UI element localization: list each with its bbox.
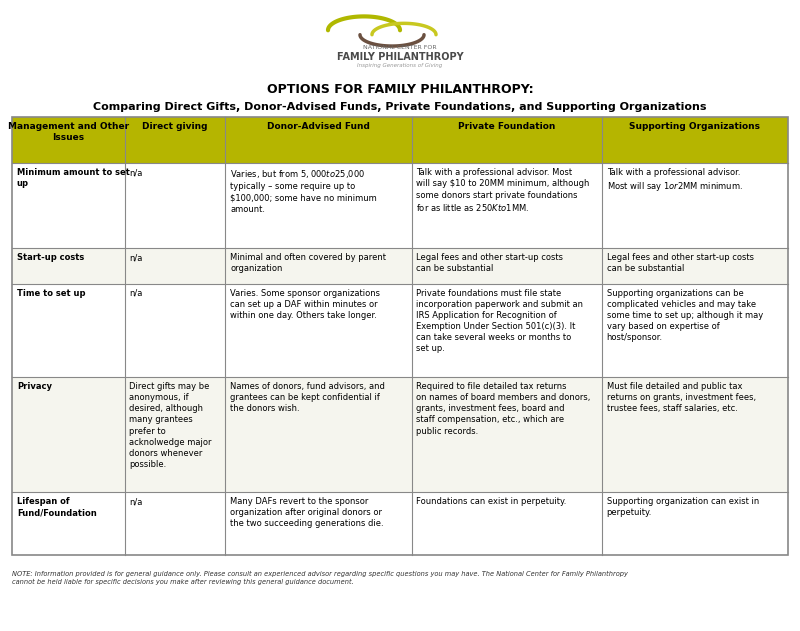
Text: Talk with a professional advisor.
Most will say $1 or $2MM minimum.: Talk with a professional advisor. Most w… xyxy=(606,168,742,193)
Text: Lifespan of
Fund/Foundation: Lifespan of Fund/Foundation xyxy=(17,497,97,517)
Bar xyxy=(12,284,788,377)
Text: Private Foundation: Private Foundation xyxy=(458,122,555,131)
Text: Minimal and often covered by parent
organization: Minimal and often covered by parent orga… xyxy=(230,253,386,273)
Text: Inspiring Generations of Giving: Inspiring Generations of Giving xyxy=(358,63,442,68)
Text: OPTIONS FOR FAMILY PHILANTHROPY:: OPTIONS FOR FAMILY PHILANTHROPY: xyxy=(266,83,534,96)
Bar xyxy=(12,492,788,555)
Text: Varies. Some sponsor organizations
can set up a DAF within minutes or
within one: Varies. Some sponsor organizations can s… xyxy=(230,289,380,320)
Bar xyxy=(12,248,788,284)
Text: Foundations can exist in perpetuity.: Foundations can exist in perpetuity. xyxy=(417,497,567,506)
Text: Supporting organization can exist in
perpetuity.: Supporting organization can exist in per… xyxy=(606,497,759,517)
Text: Varies, but from $5,000 to $25,000
typically – some require up to
$100,000; some: Varies, but from $5,000 to $25,000 typic… xyxy=(230,168,377,214)
Text: Private foundations must file state
incorporation paperwork and submit an
IRS Ap: Private foundations must file state inco… xyxy=(417,289,583,353)
Text: Required to file detailed tax returns
on names of board members and donors,
gran: Required to file detailed tax returns on… xyxy=(417,382,591,435)
Text: Names of donors, fund advisors, and
grantees can be kept confidential if
the don: Names of donors, fund advisors, and gran… xyxy=(230,382,385,413)
Bar xyxy=(12,163,788,248)
Text: Direct gifts may be
anonymous, if
desired, although
many grantees
prefer to
ackn: Direct gifts may be anonymous, if desire… xyxy=(130,382,212,469)
Text: Privacy: Privacy xyxy=(17,382,52,391)
Bar xyxy=(12,117,788,163)
Text: Supporting Organizations: Supporting Organizations xyxy=(630,122,760,131)
Text: Many DAFs revert to the sponsor
organization after original donors or
the two su: Many DAFs revert to the sponsor organiza… xyxy=(230,497,384,529)
Text: NOTE: Information provided is for general guidance only. Please consult an exper: NOTE: Information provided is for genera… xyxy=(12,571,628,586)
Text: Direct giving: Direct giving xyxy=(142,122,208,131)
Text: n/a: n/a xyxy=(130,497,142,506)
Text: NATIONAL CENTER FOR: NATIONAL CENTER FOR xyxy=(363,45,437,50)
Text: Supporting organizations can be
complicated vehicles and may take
some time to s: Supporting organizations can be complica… xyxy=(606,289,763,343)
Text: n/a: n/a xyxy=(130,289,142,298)
Bar xyxy=(12,377,788,492)
Text: Donor-Advised Fund: Donor-Advised Fund xyxy=(267,122,370,131)
Text: n/a: n/a xyxy=(130,168,142,177)
Text: Management and Other
Issues: Management and Other Issues xyxy=(8,122,129,142)
Text: Time to set up: Time to set up xyxy=(17,289,86,298)
Text: Must file detailed and public tax
returns on grants, investment fees,
trustee fe: Must file detailed and public tax return… xyxy=(606,382,756,413)
Text: Comparing Direct Gifts, Donor-Advised Funds, Private Foundations, and Supporting: Comparing Direct Gifts, Donor-Advised Fu… xyxy=(94,102,706,112)
Text: Legal fees and other start-up costs
can be substantial: Legal fees and other start-up costs can … xyxy=(417,253,563,273)
Bar xyxy=(12,117,788,555)
Text: Talk with a professional advisor. Most
will say $10 to 20MM minimum, although
so: Talk with a professional advisor. Most w… xyxy=(417,168,590,213)
Text: Legal fees and other start-up costs
can be substantial: Legal fees and other start-up costs can … xyxy=(606,253,754,273)
Text: FAMILY PHILANTHROPY: FAMILY PHILANTHROPY xyxy=(337,52,463,62)
Text: Start-up costs: Start-up costs xyxy=(17,253,84,262)
Text: n/a: n/a xyxy=(130,253,142,262)
Text: Minimum amount to set
up: Minimum amount to set up xyxy=(17,168,130,189)
